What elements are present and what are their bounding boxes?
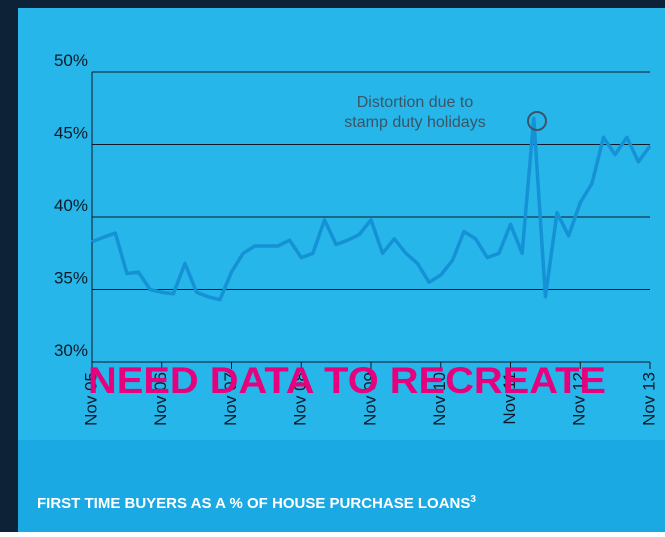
annotation-line: stamp duty holidays bbox=[344, 114, 485, 131]
y-tick-label: 35% bbox=[54, 269, 88, 288]
annotation-line: Distortion due to bbox=[357, 94, 474, 111]
chart: FIRST TIME BUYERS AS A % OF HOUSE PURCHA… bbox=[0, 0, 665, 532]
y-tick-label: 40% bbox=[54, 196, 88, 215]
page: FIRST TIME BUYERS AS A % OF HOUSE PURCHA… bbox=[0, 0, 665, 532]
y-tick-label: 30% bbox=[54, 341, 88, 360]
x-tick-label: Nov 13 bbox=[639, 372, 658, 426]
overlay-text: NEED DATA TO RECREATE bbox=[88, 360, 606, 401]
y-tick-label: 50% bbox=[54, 51, 88, 70]
y-tick-label: 45% bbox=[54, 124, 88, 143]
footer-note: 3 bbox=[470, 494, 476, 505]
footer: FIRST TIME BUYERS AS A % OF HOUSE PURCHA… bbox=[37, 494, 476, 512]
footer-text: FIRST TIME BUYERS AS A % OF HOUSE PURCHA… bbox=[37, 495, 470, 512]
footer-band bbox=[18, 440, 665, 532]
